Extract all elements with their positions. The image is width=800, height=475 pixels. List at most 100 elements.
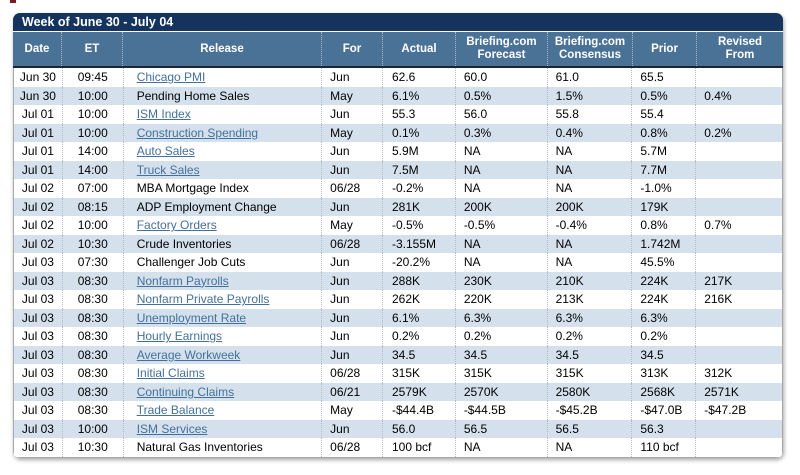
cell-revised: 2571K — [704, 384, 739, 399]
cell-et: 08:30 — [63, 345, 124, 364]
cell-et: 08:30 — [63, 364, 124, 383]
cell-release: Factory Orders — [124, 216, 323, 235]
cell-actual: -20.2% — [383, 253, 456, 272]
cell-et: 14:00 — [63, 142, 124, 161]
release-link[interactable]: Nonfarm Payrolls — [136, 273, 229, 288]
release-link[interactable]: Average Workweek — [136, 347, 241, 362]
cell-release: Average Workweek — [124, 345, 323, 364]
cell-for: Jun — [322, 253, 383, 272]
cell-for: Jun — [322, 271, 383, 290]
release-link[interactable]: Construction Spending — [136, 125, 259, 140]
cell-forecast: NA — [456, 234, 548, 253]
cell-actual: -0.5% — [383, 216, 456, 235]
release-link[interactable]: Chicago PMI — [136, 70, 206, 85]
cell-date: Jul 03 — [14, 401, 63, 420]
cell-actual: 100 bcf — [383, 438, 456, 457]
cell-prior: 1.742M — [632, 234, 697, 253]
cell-forecast: 230K — [456, 271, 548, 290]
cell-revised — [696, 235, 782, 254]
cell-revised — [696, 253, 782, 272]
cell-revised — [696, 420, 782, 439]
cell-forecast: 34.5 — [456, 345, 548, 364]
cell-for: May — [322, 123, 383, 142]
table-row: Jul 03 10:00 ISM Services Jun 56.0 56.5 56.5 56… — [14, 419, 782, 439]
cell-prior: 56.3 — [632, 419, 697, 438]
cell-consensus: 6.3% — [548, 308, 633, 327]
cell-forecast: 6.3% — [456, 308, 548, 327]
release-link[interactable]: Factory Orders — [136, 218, 217, 233]
column-header-date: Date — [13, 32, 62, 66]
cell-for: Jun — [322, 308, 383, 327]
cell-date: Jul 03 — [14, 438, 63, 457]
cell-for: Jun — [322, 419, 383, 438]
cell-for: 06/28 — [322, 234, 383, 253]
economic-calendar-table: Week of June 30 - July 04 Date ET Release F… — [13, 13, 783, 458]
cell-et: 10:30 — [63, 438, 124, 457]
release-link[interactable]: Hourly Earnings — [136, 329, 223, 344]
table-row: Jul 03 08:30 Continuing Claims 06/21 2579K 25… — [14, 382, 782, 401]
cell-revised — [696, 161, 782, 180]
release-link[interactable]: ISM Services — [136, 421, 208, 436]
release-link[interactable]: ISM Index — [136, 107, 191, 122]
cell-for: May — [322, 86, 383, 105]
cell-revised — [696, 198, 782, 217]
release-link[interactable]: Initial Claims — [136, 366, 205, 381]
cell-forecast: 56.0 — [456, 105, 548, 124]
cell-consensus: NA — [548, 438, 633, 457]
release-link[interactable]: Trade Balance — [136, 403, 215, 418]
cell-consensus: 55.8 — [548, 105, 633, 124]
table-row: Jul 02 07:00 MBA Mortgage Index 06/28 -0.2% N… — [14, 179, 782, 198]
cell-consensus: NA — [548, 160, 633, 179]
cell-prior: 0.8% — [632, 216, 697, 235]
cell-release: Trade Balance — [124, 401, 323, 420]
header-row: Date ET Release For Actual Briefing.com Forec… — [13, 32, 783, 68]
cell-date: Jul 03 — [14, 327, 63, 346]
cell-prior: 224K — [632, 290, 697, 309]
release-link[interactable]: Truck Sales — [136, 162, 200, 177]
cell-consensus: NA — [548, 142, 633, 161]
cell-date: Jul 02 — [14, 197, 63, 216]
cell-et: 07:30 — [63, 253, 124, 272]
cell-revised — [696, 142, 782, 161]
cell-prior: 313K — [632, 364, 697, 383]
cell-release: Chicago PMI — [124, 68, 323, 87]
cell-for: 06/28 — [322, 364, 383, 383]
table-row: Jul 01 10:00 Construction Spending May 0.1% 0… — [14, 123, 782, 142]
table-row: Jun 30 09:45 Chicago PMI Jun 62.6 60.0 61.0 65.… — [14, 68, 782, 87]
cell-revised: -$47.2B — [704, 403, 747, 418]
cell-consensus: 0.2% — [548, 327, 633, 346]
cell-date: Jul 03 — [14, 382, 63, 401]
cell-release: Construction Spending — [124, 123, 323, 142]
column-header-prior: Prior — [633, 32, 697, 66]
cell-revised — [696, 346, 782, 365]
column-header-revised: Revised From — [717, 36, 763, 61]
release-link[interactable]: Nonfarm Private Payrolls — [136, 292, 270, 307]
cell-et: 08:15 — [63, 197, 124, 216]
release-link[interactable]: Unemployment Rate — [136, 310, 247, 325]
cell-et: 07:00 — [63, 179, 124, 198]
cell-for: Jun — [322, 345, 383, 364]
page-edge-fragment — [10, 0, 16, 3]
cell-date: Jul 03 — [14, 345, 63, 364]
cell-date: Jun 30 — [14, 68, 63, 87]
cell-consensus: 200K — [548, 197, 633, 216]
cell-date: Jul 01 — [14, 105, 63, 124]
cell-prior: 5.7M — [632, 142, 697, 161]
table-row: Jul 01 10:00 ISM Index Jun 55.3 56.0 55.8 55.4 — [14, 105, 782, 124]
cell-actual: 55.3 — [383, 105, 456, 124]
cell-prior: 0.2% — [632, 327, 697, 346]
cell-forecast: 315K — [456, 364, 548, 383]
cell-actual: 281K — [383, 197, 456, 216]
cell-et: 14:00 — [63, 160, 124, 179]
release-link[interactable]: Continuing Claims — [136, 384, 235, 399]
cell-release: Nonfarm Private Payrolls — [124, 290, 323, 309]
cell-consensus: 61.0 — [548, 68, 633, 87]
table-row: Jul 02 08:15 ADP Employment Change Jun 281K 2… — [14, 197, 782, 217]
cell-date: Jul 02 — [14, 234, 63, 253]
cell-prior: 6.3% — [632, 308, 697, 327]
release-link[interactable]: Auto Sales — [136, 144, 195, 159]
cell-revised: 217K — [704, 273, 733, 288]
cell-prior: 34.5 — [632, 345, 697, 364]
cell-actual: 0.1% — [383, 123, 456, 142]
cell-release: Crude Inventories — [124, 234, 323, 253]
